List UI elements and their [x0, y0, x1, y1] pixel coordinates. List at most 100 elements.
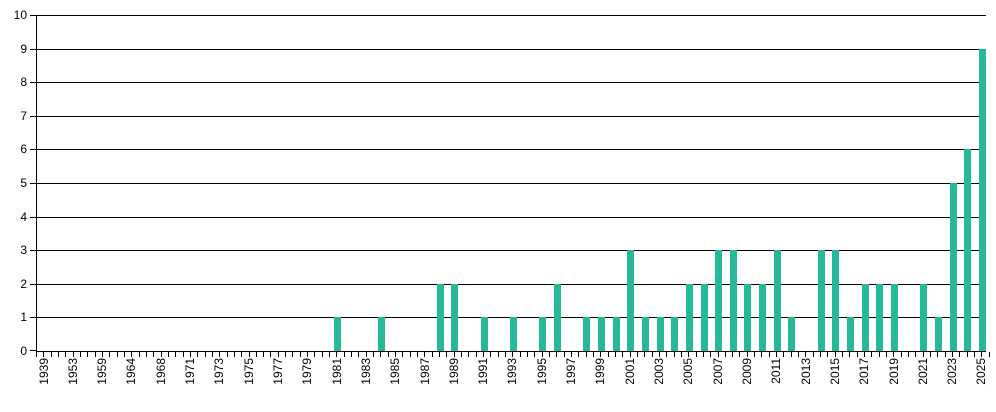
y-axis-label-10: 10: [13, 8, 27, 22]
bar-2009: [744, 283, 752, 351]
x-tick: [365, 352, 367, 357]
x-tick: [255, 352, 257, 357]
bar-2001: [627, 250, 635, 351]
x-tick: [908, 352, 910, 357]
bar-year-23: [378, 317, 386, 351]
bar-1989: [451, 283, 459, 351]
x-tick: [351, 352, 353, 357]
x-tick: [717, 352, 719, 357]
x-axis-label-1968: 1968: [153, 358, 168, 385]
x-axis-label-2001: 2001: [622, 358, 637, 385]
x-tick: [768, 352, 770, 357]
x-tick: [585, 352, 587, 357]
y-tick-10: [30, 15, 36, 16]
x-axis-label-1985: 1985: [388, 358, 403, 385]
bar-1991: [480, 317, 488, 351]
bar-2005: [685, 283, 693, 351]
x-tick: [981, 352, 983, 357]
x-tick: [702, 352, 704, 357]
bar-year-37: [583, 317, 591, 351]
x-tick: [871, 352, 873, 357]
x-tick: [72, 352, 74, 357]
x-axis-ticks: [36, 352, 996, 358]
bar-year-53: [817, 250, 825, 351]
x-axis-label-1981: 1981: [329, 358, 344, 385]
plot-area: [30, 15, 986, 352]
x-tick: [461, 352, 463, 357]
x-tick: [930, 352, 932, 357]
x-axis-label-2021: 2021: [915, 358, 930, 385]
x-axis-label-1991: 1991: [476, 358, 491, 385]
x-tick: [973, 352, 975, 357]
bar-year-39: [612, 317, 620, 351]
x-tick: [263, 352, 265, 357]
bar-year-55: [847, 317, 855, 351]
x-tick: [307, 352, 309, 357]
x-tick: [380, 352, 382, 357]
gridline-y-4: [37, 216, 986, 218]
x-tick: [226, 352, 228, 357]
bar-2023: [949, 183, 957, 351]
gridline-y-7: [37, 115, 986, 117]
x-tick: [988, 352, 990, 357]
x-tick: [592, 352, 594, 357]
x-axis-label-1987: 1987: [417, 358, 432, 385]
x-tick: [204, 352, 206, 357]
bar-year-63: [964, 149, 972, 351]
y-axis-label-7: 7: [20, 108, 27, 123]
x-axis-label-1997: 1997: [564, 358, 579, 385]
x-tick: [886, 352, 888, 357]
x-tick: [570, 352, 572, 357]
gridline-y-10: [37, 15, 986, 16]
x-tick: [79, 352, 81, 357]
gridline-y-3: [37, 250, 986, 252]
x-tick: [145, 352, 147, 357]
gridline-y-8: [37, 82, 986, 84]
x-tick: [409, 352, 411, 357]
x-tick: [285, 352, 287, 357]
x-tick: [754, 352, 756, 357]
x-tick: [336, 352, 338, 357]
x-tick: [790, 352, 792, 357]
x-tick: [878, 352, 880, 357]
y-axis-label-2: 2: [20, 276, 27, 291]
x-axis-label-1979: 1979: [300, 358, 315, 385]
x-axis-label-2013: 2013: [798, 358, 813, 385]
x-tick: [87, 352, 89, 357]
x-tick: [417, 352, 419, 357]
x-axis-label-2007: 2007: [710, 358, 725, 385]
x-tick: [50, 352, 52, 357]
x-tick: [526, 352, 528, 357]
bar-year-43: [671, 317, 679, 351]
x-tick: [658, 352, 660, 357]
x-tick: [321, 352, 323, 357]
bar-year-61: [935, 317, 943, 351]
x-tick: [483, 352, 484, 357]
x-tick: [563, 352, 565, 357]
x-tick: [629, 352, 631, 357]
x-tick: [578, 352, 580, 357]
x-tick: [343, 352, 345, 357]
x-tick: [175, 352, 177, 357]
x-tick: [211, 352, 213, 357]
gridline-y-6: [37, 149, 986, 151]
y-tick-0: [30, 350, 36, 351]
x-tick: [746, 352, 748, 357]
x-tick: [827, 352, 829, 357]
x-tick: [614, 352, 616, 357]
bar-1981: [334, 317, 342, 351]
y-axis-label-6: 6: [20, 142, 27, 157]
bar-2011: [773, 250, 781, 351]
x-tick: [739, 352, 741, 357]
x-tick: [395, 352, 397, 357]
x-axis-label-1993: 1993: [505, 358, 520, 385]
bar-year-57: [876, 283, 884, 351]
x-tick: [856, 352, 858, 357]
x-tick: [959, 352, 961, 357]
x-tick: [548, 352, 550, 357]
y-tick-4: [30, 216, 36, 218]
x-axis-label-2023: 2023: [945, 358, 960, 385]
bar-2025: [978, 48, 986, 351]
x-tick: [805, 352, 807, 357]
